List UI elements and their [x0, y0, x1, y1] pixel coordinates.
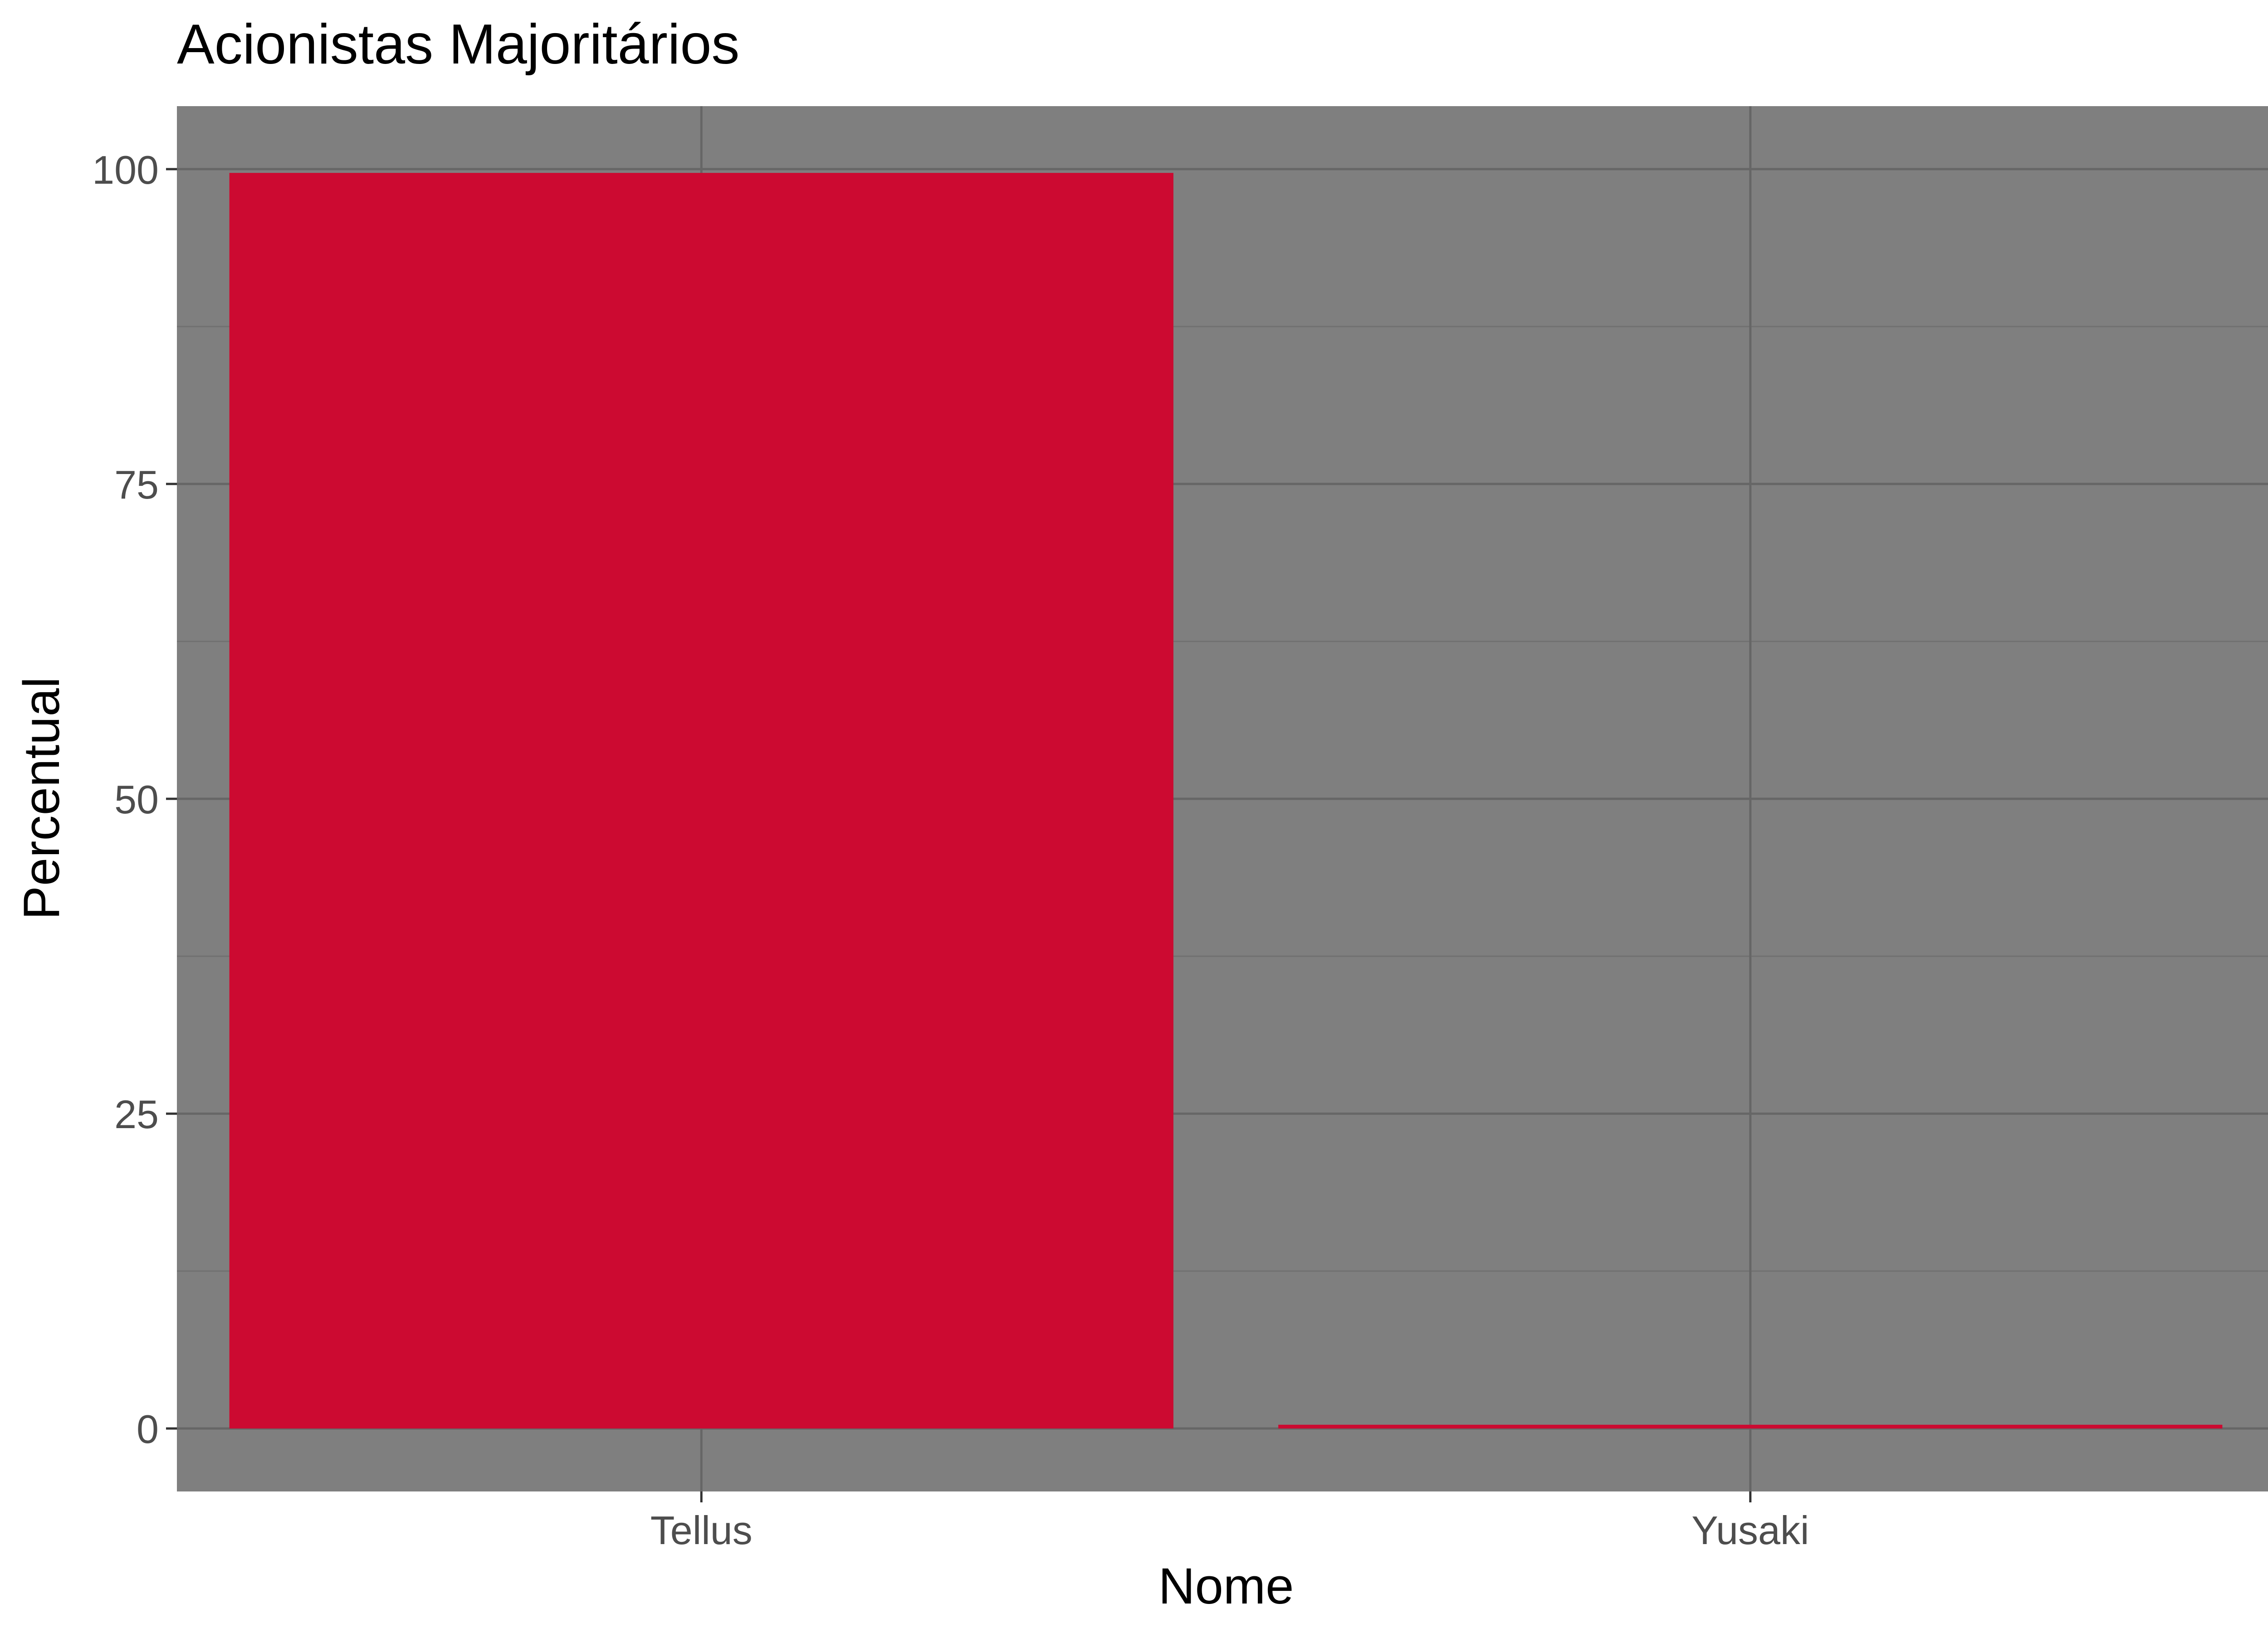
y-axis-ticks: 0 25 50 75 100 — [92, 147, 177, 1452]
x-tick-label: Yusaki — [1691, 1508, 1809, 1553]
y-tick-label: 0 — [137, 1407, 159, 1452]
y-axis-title: Percentual — [13, 677, 70, 919]
x-axis-title: Nome — [1158, 1558, 1294, 1614]
y-tick-label: 50 — [114, 777, 159, 822]
chart-title: Acionistas Majoritários — [177, 13, 739, 76]
y-tick-label: 25 — [114, 1092, 159, 1137]
x-axis-ticks: Tellus Yusaki — [650, 1491, 1809, 1553]
bar-tellus — [229, 173, 1173, 1429]
x-tick-label: Tellus — [650, 1508, 753, 1553]
bars — [229, 173, 2223, 1429]
y-tick-label: 75 — [114, 462, 159, 507]
y-tick-label: 100 — [92, 147, 159, 192]
bar-yusaki — [1278, 1424, 2223, 1429]
